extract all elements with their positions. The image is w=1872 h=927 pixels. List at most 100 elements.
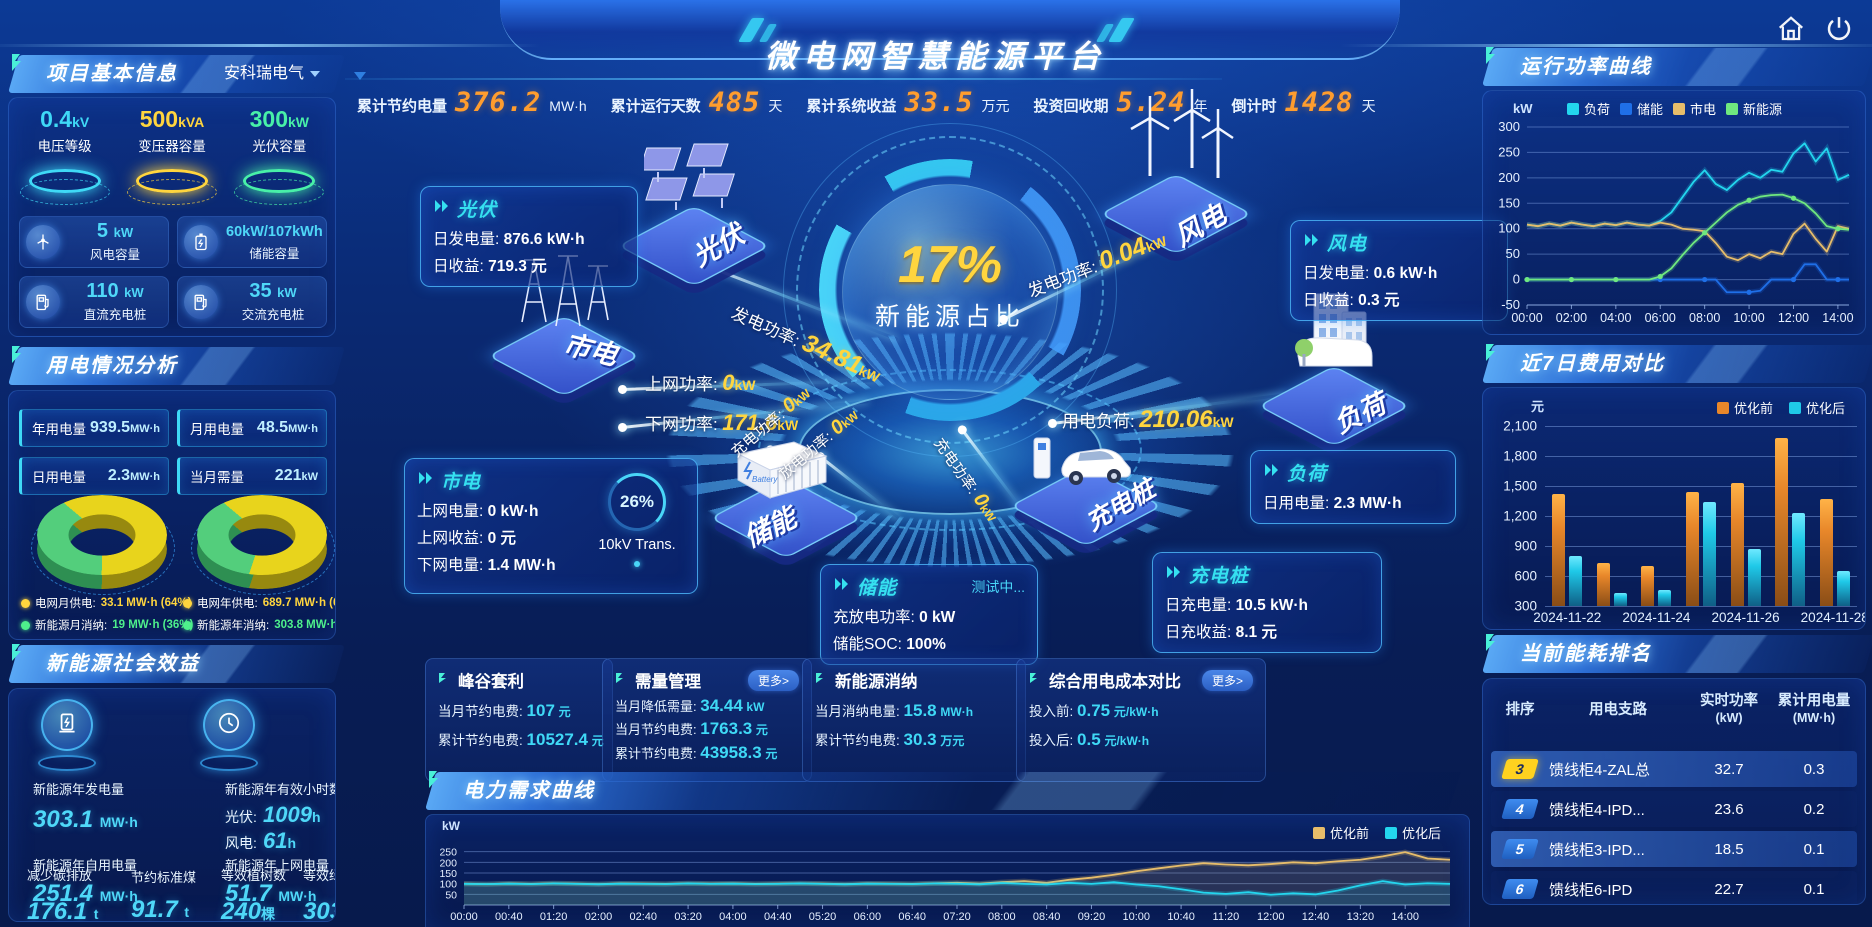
summary-row-item: 累计节约电费: 30.3 万元 [815, 730, 965, 749]
kpi-label: 倒计时 [1231, 97, 1277, 115]
legend-label: 电网月供电: [35, 598, 96, 610]
y-axis-label: 1,800 [1503, 448, 1537, 464]
stat-value: 48.5MW·h [256, 419, 318, 436]
legend-item: 新能源月消纳: 19 MW·h (36%) [21, 617, 193, 633]
more-button[interactable]: 更多> [1201, 669, 1253, 691]
panel-title-project-info: 项目基本信息 [46, 63, 178, 85]
summary-box: 综合用电成本对比 更多> 投入前: 0.75 元/kW·h 投入后: 0.5 元/kW… [1016, 658, 1266, 782]
kpi-label: 累计运行天数 [610, 97, 701, 115]
hologram-outer-ring [783, 123, 1117, 457]
svg-text:100: 100 [439, 879, 457, 891]
kpi-value: 33.5 [904, 86, 974, 118]
svg-text:00:40: 00:40 [495, 911, 523, 923]
panel-corner-icon [1482, 629, 1508, 658]
legend-swatch [1673, 102, 1686, 115]
legend-dot [21, 598, 30, 608]
usage-legend: 电网月供电: 33.1 MW·h (64%) 电网年供电: 689.7 MW·h … [21, 595, 336, 633]
legend-dot [183, 620, 192, 630]
gridline [1545, 456, 1857, 457]
legend-item[interactable]: 优化前 [1716, 398, 1773, 417]
x-axis-label: 2024-11-28 [1800, 610, 1866, 625]
panel-header-benefit: 新能源社会效益 [8, 644, 345, 683]
rank-cell: 3 [1491, 759, 1549, 779]
legend-item[interactable]: 优化后 [1788, 398, 1845, 417]
capacity-value: 60kW/107kWh [226, 224, 323, 240]
kpi-item: 累计系统收益 33.5 万元 [794, 87, 1021, 118]
panel-corner-icon [8, 639, 34, 668]
home-icon[interactable] [1776, 14, 1806, 49]
legend-label: 优化后 [1805, 401, 1845, 416]
kpi-unit: 年 [1193, 97, 1208, 114]
y-axis-label: 900 [1514, 538, 1537, 554]
island-load: 负荷 [1246, 293, 1426, 460]
legend-item[interactable]: 储能 [1620, 99, 1663, 118]
power-cell: 23.6 [1714, 800, 1744, 818]
summary-title: 综合用电成本对比 [1049, 673, 1181, 691]
capacity-box-text: 35 kW 交流充电桩 [226, 281, 320, 323]
summary-row-item: 当月降低需量: 34.44 kW [615, 695, 765, 715]
table-row[interactable]: 3 馈线柜4-ZAL总 32.7 0.3 [1491, 751, 1857, 787]
legend-item[interactable]: 负荷 [1567, 99, 1610, 118]
kpi-label: 累计系统收益 [806, 97, 897, 115]
summary-row-item: 当月节约电费: 107 元 [438, 701, 571, 720]
svg-text:06:00: 06:00 [1645, 311, 1676, 325]
info-box-load: 负荷 日用电量: 2.3 MW·h [1250, 450, 1456, 524]
more-button[interactable]: 更多> [747, 669, 799, 691]
legend-item[interactable]: 新能源 [1726, 99, 1782, 118]
table-row[interactable]: 5 馈线柜3-IPD... 18.5 0.1 [1491, 831, 1857, 867]
chevrons-icon [1165, 565, 1182, 584]
capacity-capsule: 0.4kV 电压等级 [15, 106, 115, 214]
svg-text:50: 50 [1506, 246, 1520, 261]
summary-title: 需量管理 [635, 673, 701, 691]
capacity-box: 60kW/107kWh 储能容量 [177, 216, 327, 268]
island-solar: 光伏 [606, 140, 786, 300]
svg-text:03:20: 03:20 [674, 911, 702, 923]
legend-label: 负荷 [1584, 102, 1611, 117]
bar-before-optimization [1641, 566, 1655, 606]
legend-item[interactable]: 优化前 [1312, 823, 1369, 842]
benefit-hours: 新能源年有效小时数 光伏: 1009h 风电: 61h [225, 782, 336, 853]
y-axis-unit: 元 [1531, 399, 1545, 414]
dc-charger-icon [26, 285, 60, 319]
legend-swatch [1384, 826, 1397, 839]
legend-value: 303.8 MW·h (31%) [274, 619, 336, 631]
bar-after-optimization [1747, 549, 1761, 606]
power-cell: 32.7 [1714, 760, 1744, 778]
svg-text:12:40: 12:40 [1302, 911, 1330, 923]
kpi-value: 485 [708, 86, 761, 118]
summary-row-item: 投入前: 0.75 元/kW·h [1029, 701, 1159, 720]
summary-corner-icon [438, 671, 451, 689]
legend-label: 新能源年消纳: [197, 620, 270, 632]
bar-before-optimization [1552, 494, 1566, 606]
company-dropdown[interactable]: 安科瑞电气 [224, 55, 320, 93]
stat-label: 日用电量 [32, 470, 86, 485]
table-row[interactable]: 4 馈线柜4-IPD... 23.6 0.2 [1491, 791, 1857, 827]
rank-badge: 3 [1501, 759, 1539, 779]
kpi-bar: 累计节约电量 376.2 MW·h 累计运行天数 485 天 累计系统收益 33.5 万元 投资回… [345, 84, 1376, 120]
panel-header-power-curve: 运行功率曲线 [1482, 47, 1872, 86]
gridline [1545, 576, 1857, 577]
capacity-value: 110 kW [86, 280, 144, 302]
kpi-unit: 天 [768, 97, 783, 114]
stat-value: 2.3MW·h [107, 467, 160, 484]
kpi-unit: 万元 [981, 97, 1010, 114]
island-wind: 风电 [1088, 89, 1268, 268]
chevron-down-icon [310, 70, 320, 77]
flow-label-grid-import: 下网功率: 171.6kW [645, 410, 799, 435]
panel-corner-icon [8, 341, 34, 370]
panel-power-curve: kW 负荷 储能 市电 新能源 -50 0 50 100 150 200 250 300 00:00 0… [1482, 90, 1866, 335]
summary-row-item: 累计节约电费: 43958.3 元 [615, 742, 778, 762]
legend-item[interactable]: 优化后 [1384, 823, 1441, 842]
capacity-capsule: 500kVA 变压器容量 [122, 106, 222, 214]
capsule-value: 300kW [249, 106, 309, 132]
bar-before-optimization [1596, 563, 1610, 606]
legend-item[interactable]: 市电 [1673, 99, 1716, 118]
power-icon[interactable] [1824, 14, 1854, 49]
bar-before-optimization [1775, 438, 1789, 606]
table-row[interactable]: 6 馈线柜6-IPD 22.7 0.1 [1491, 871, 1857, 904]
power-cell: 18.5 [1714, 840, 1744, 858]
svg-text:250: 250 [439, 847, 457, 859]
solar-panels-icon [638, 138, 744, 221]
panel-corner-icon [425, 766, 451, 795]
